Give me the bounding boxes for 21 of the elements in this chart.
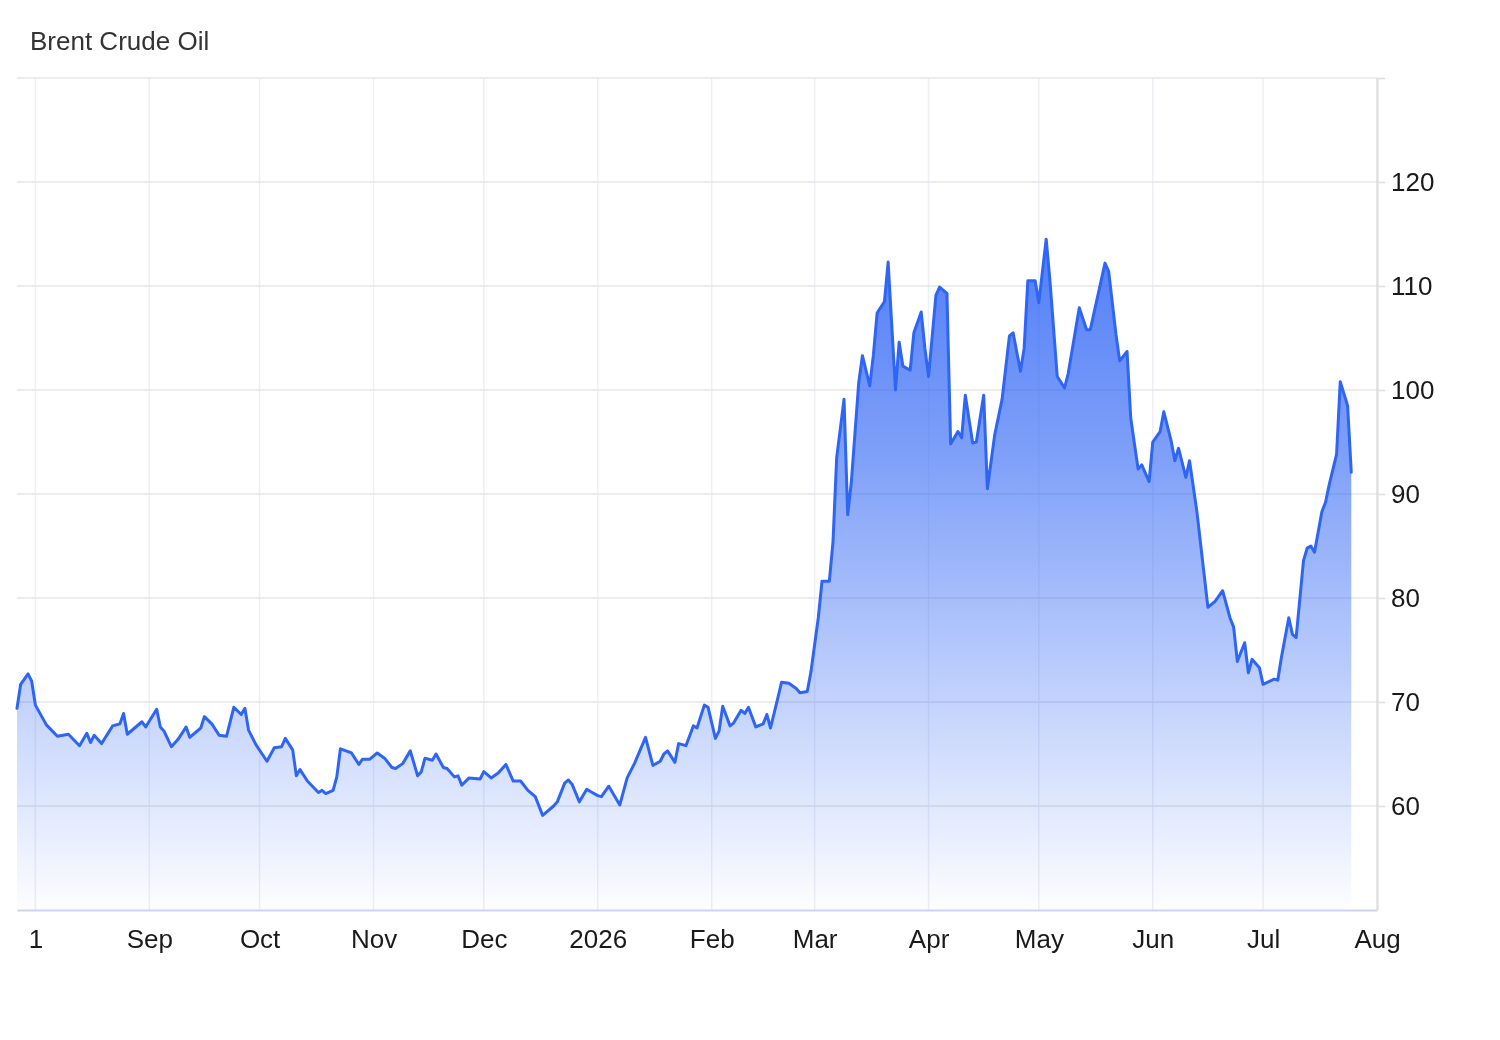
x-tick-label: Dec	[461, 924, 508, 955]
x-tick-label: Mar	[792, 924, 838, 955]
x-tick-label: Sep	[126, 924, 173, 955]
y-tick-label: 100	[1391, 374, 1435, 405]
x-tick-label: 1	[28, 924, 44, 955]
x-tick-label: Oct	[239, 924, 282, 955]
x-tick-label: Aug	[1354, 924, 1401, 955]
chart-title: Brent Crude Oil	[30, 26, 210, 56]
x-tick-label: Jul	[1246, 924, 1281, 955]
x-tick-label: May	[1014, 924, 1064, 955]
y-tick-label: 110	[1391, 270, 1433, 301]
x-tick-label: Nov	[350, 924, 398, 955]
y-tick-label: 70	[1391, 686, 1420, 717]
y-tick-label: 80	[1391, 582, 1420, 613]
y-tick-label: 90	[1391, 478, 1420, 509]
y-tick-label: 60	[1391, 790, 1420, 821]
x-tick-label: Apr	[908, 924, 950, 955]
x-tick-label: Feb	[689, 924, 735, 955]
x-tick-label: 2026	[569, 924, 628, 955]
x-tick-label: Jun	[1132, 924, 1175, 955]
y-tick-label: 120	[1391, 166, 1435, 197]
